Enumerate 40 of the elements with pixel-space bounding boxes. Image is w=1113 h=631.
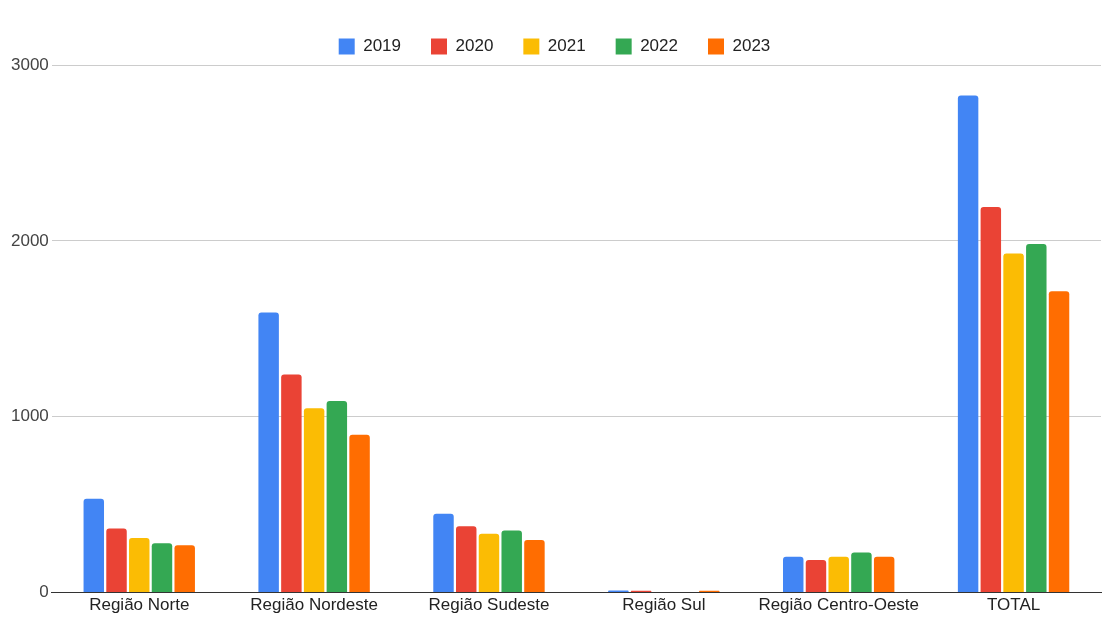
bar: [783, 556, 804, 593]
x-tick-label: TOTAL: [986, 595, 1041, 615]
bar: [851, 552, 872, 593]
bar: [478, 533, 500, 593]
bar: [805, 559, 827, 593]
bar: [349, 434, 370, 593]
bar: [258, 312, 279, 593]
bar: [433, 513, 454, 593]
bar: [957, 95, 979, 593]
bar: [106, 528, 127, 593]
bar: [873, 556, 895, 593]
bar: [501, 530, 522, 593]
legend-label: 2019: [363, 36, 402, 56]
x-tick-label: Região Centro-Oeste: [758, 595, 920, 615]
y-tick-label: 2000: [10, 230, 49, 250]
legend-label: 2022: [640, 36, 678, 56]
legend-label: 2023: [732, 36, 771, 56]
y-tick-label: 1000: [10, 406, 49, 426]
bar: [524, 540, 545, 593]
bar: [456, 526, 477, 593]
bar: [129, 537, 150, 593]
bar: [828, 556, 849, 593]
bar: [83, 498, 105, 593]
x-tick-label: Região Norte: [89, 595, 190, 615]
bar: [303, 408, 325, 593]
legend-label: 2020: [455, 36, 494, 56]
bar: [151, 543, 173, 593]
bar: [326, 400, 348, 593]
y-tick-label: 0: [39, 582, 49, 602]
bar: [1003, 253, 1024, 593]
x-tick-label: Região Sul: [622, 595, 706, 615]
bar: [174, 545, 195, 593]
bar: [281, 374, 302, 593]
x-tick-label: Região Sudeste: [428, 595, 550, 615]
legend-label: 2021: [547, 36, 586, 56]
bar: [1048, 291, 1070, 593]
bar: [1026, 244, 1047, 593]
bar: [980, 207, 1002, 593]
x-tick-label: Região Nordeste: [250, 595, 378, 615]
y-tick-label: 3000: [10, 54, 49, 74]
